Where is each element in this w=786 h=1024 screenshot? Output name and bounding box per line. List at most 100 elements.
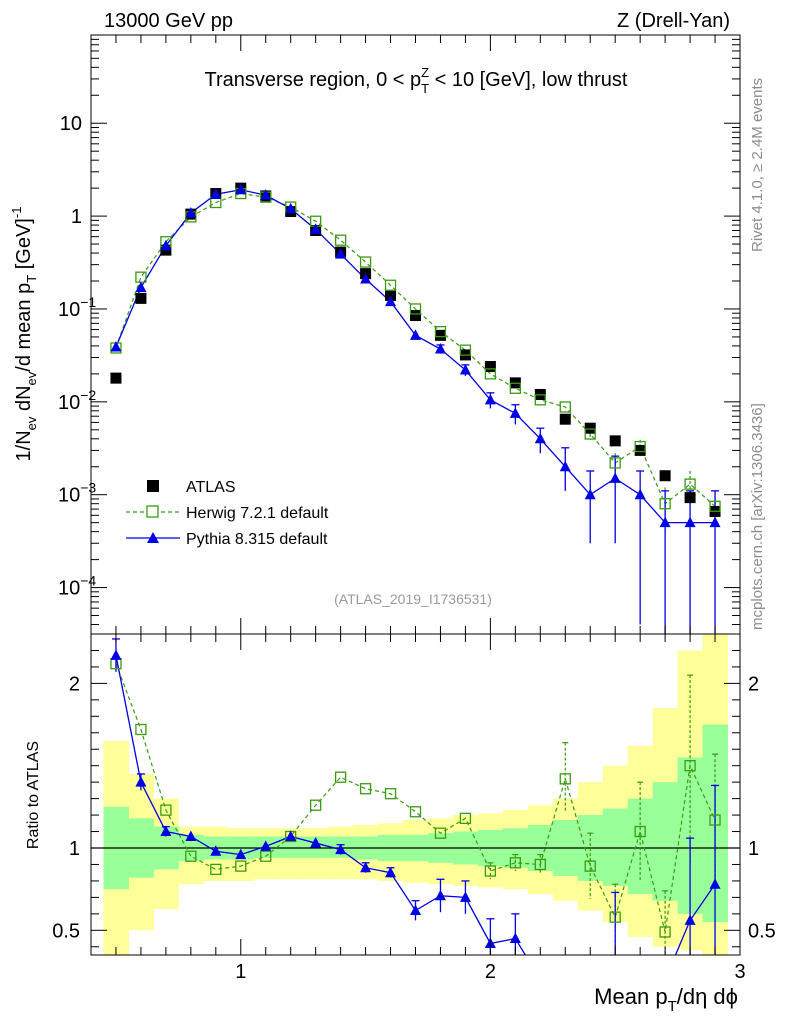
- atlas-point: [434, 329, 446, 341]
- ratio-pythia-point: [235, 848, 247, 860]
- x-tick-label: 1: [235, 961, 246, 983]
- main-y-tick-labels: 10 1 10−1 10−2 10−3 10−4: [58, 113, 96, 599]
- main-y-tick-label: 10−2: [58, 387, 96, 414]
- herwig-point: [634, 440, 646, 453]
- ratio-herwig-point: [135, 723, 147, 736]
- y-axis-title: 1/Nev dNev/d mean pT [GeV]-1: [9, 207, 39, 462]
- pythia-point: [709, 516, 721, 528]
- pythia-point: [235, 183, 247, 195]
- ratio-pythia-point: [310, 837, 322, 848]
- x-axis-title: Mean pT/dη dϕ: [594, 984, 738, 1015]
- ratio-pythia-point: [210, 845, 222, 856]
- pythia-point: [559, 460, 571, 472]
- herwig-point: [684, 478, 696, 490]
- ratio-pythia-point: [684, 914, 696, 925]
- legend-atlas-marker: [147, 480, 159, 492]
- ratio-herwig-point: [484, 865, 497, 877]
- legend-pythia-marker: [147, 532, 159, 543]
- ratio-herwig-point: [110, 657, 122, 670]
- ratio-pythia-point: [459, 891, 471, 902]
- main-y-tick-label: 10: [60, 113, 82, 135]
- x-tick-label: 2: [485, 961, 496, 983]
- main-axis-ticks: [91, 35, 740, 634]
- main-y-tick-label: 1: [71, 206, 82, 228]
- x-tick-label: 3: [734, 961, 745, 983]
- herwig-point: [659, 498, 671, 510]
- ratio-pythia-point: [185, 830, 197, 841]
- herwig-point: [434, 325, 447, 338]
- mcplots-source-label: mcplots.cern.ch [arXiv:1306.3436]: [749, 403, 766, 630]
- ratio-y-tick-label: 2: [69, 673, 80, 695]
- ratio-herwig-point: [559, 773, 571, 785]
- legend-pythia-label: Pythia 8.315 default: [186, 531, 328, 548]
- pythia-point: [509, 407, 521, 418]
- pythia-point: [160, 239, 172, 251]
- herwig-point: [509, 382, 521, 394]
- ratio-herwig-point: [384, 788, 397, 800]
- ratio-pythia-point: [434, 889, 446, 901]
- herwig-point: [384, 279, 397, 291]
- atlas-point: [584, 422, 596, 434]
- ratio-herwig-point: [260, 850, 272, 862]
- ratio-y-tick-label-right: 0.5: [748, 920, 776, 942]
- ratio-herwig-point: [459, 812, 472, 825]
- ratio-pythia-point: [135, 776, 147, 787]
- pythia-point: [360, 273, 372, 284]
- ratio-herwig-point: [709, 814, 721, 826]
- header-left-label: 13000 GeV pp: [104, 10, 233, 32]
- ratio-y-tick-label-right: 2: [748, 673, 759, 695]
- pythia-point: [684, 516, 696, 528]
- pythia-point: [260, 189, 272, 200]
- ratio-axis-ticks: [91, 634, 740, 955]
- pythia-point: [210, 188, 222, 199]
- pythia-point: [310, 223, 322, 234]
- herwig-point: [709, 500, 721, 512]
- ratio-plot-panel: 0.5 0.5 1 1 2 2 1 2 3 Ratio to ATLAS Mean pT/dη …: [25, 633, 776, 1015]
- legend-herwig-label: Herwig 7.2.1 default: [186, 505, 329, 522]
- ratio-pythia-point: [285, 830, 297, 841]
- herwig-point: [359, 256, 372, 268]
- pythia-point: [534, 432, 546, 444]
- header-right-label: Z (Drell-Yan): [617, 10, 730, 32]
- ratio-pythia-point: [509, 932, 521, 944]
- ratio-y-tick-label: 0.5: [52, 920, 80, 942]
- herwig-point: [584, 428, 596, 440]
- pythia-line: [115, 189, 716, 524]
- ratio-herwig-point: [235, 860, 247, 872]
- ratio-herwig-point: [634, 825, 646, 838]
- pythia-point: [135, 281, 147, 293]
- ratio-herwig-point: [409, 806, 422, 818]
- legend-atlas-label: ATLAS: [186, 479, 236, 496]
- ratio-tick-labels: 0.5 0.5 1 1 2 2 1 2 3: [52, 673, 776, 983]
- ratio-pythia-point: [260, 840, 272, 851]
- pythia-point: [484, 393, 496, 405]
- pythia-point: [285, 202, 297, 214]
- pythia-point: [410, 329, 421, 340]
- pythia-point: [185, 206, 197, 218]
- main-y-tick-label: 10−4: [58, 573, 96, 600]
- herwig-point: [459, 344, 472, 356]
- pythia-point: [634, 488, 646, 500]
- pythia-point: [459, 364, 471, 375]
- atlas-point: [634, 444, 646, 456]
- ratio-herwig-point: [684, 760, 696, 772]
- atlas-point: [659, 470, 671, 482]
- herwig-point: [609, 457, 621, 469]
- ratio-band-inner: [602, 808, 629, 886]
- atlas-point: [410, 310, 421, 322]
- main-y-tick-label: 10−1: [58, 294, 96, 321]
- ratio-herwig-point: [210, 863, 222, 876]
- ratio-herwig-point: [310, 799, 322, 811]
- atlas-point: [609, 435, 621, 447]
- ratio-pythia-point: [110, 649, 122, 660]
- ratio-herwig-point: [509, 857, 521, 869]
- ratio-y-tick-label: 1: [69, 838, 80, 860]
- main-data-marks: [110, 182, 721, 634]
- ratio-data-marks: [91, 634, 740, 955]
- herwig-line: [115, 192, 716, 507]
- pythia-point: [385, 295, 397, 307]
- ratio-y-axis-title: Ratio to ATLAS: [25, 741, 42, 849]
- herwig-point: [334, 234, 347, 246]
- ratio-herwig-point: [160, 804, 172, 816]
